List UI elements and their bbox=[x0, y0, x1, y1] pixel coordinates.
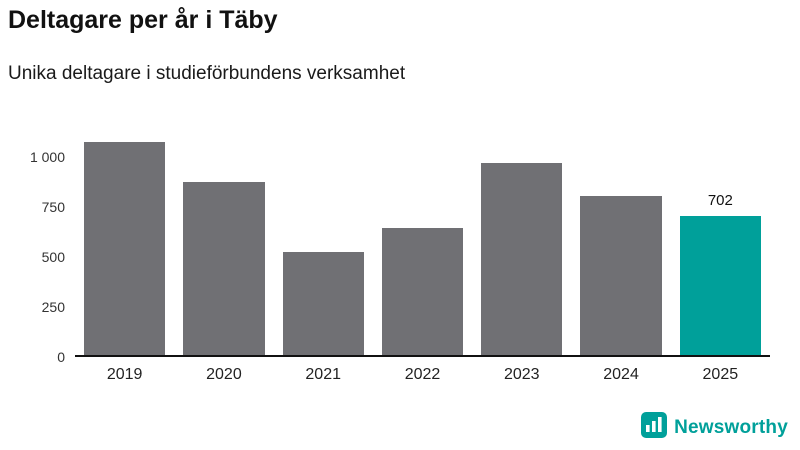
newsworthy-logo[interactable]: Newsworthy bbox=[641, 412, 788, 443]
x-tick-label: 2022 bbox=[404, 366, 441, 383]
bar-2019 bbox=[83, 141, 166, 355]
bar-columns: 702 bbox=[75, 137, 770, 355]
bar-2020 bbox=[183, 181, 265, 355]
x-axis-labels: 2019 2020 2021 2022 2023 2024 2025 bbox=[75, 366, 770, 384]
plot-column: 702 2019 2020 2021 2022 2023 2024 2025 bbox=[75, 137, 770, 384]
x-tick-label: 2025 bbox=[702, 366, 739, 383]
y-tick-label: 500 bbox=[41, 249, 65, 265]
page-title: Deltagare per år i Täby bbox=[8, 6, 278, 34]
bar-column: 702 bbox=[671, 137, 770, 355]
x-tick-label: 2023 bbox=[503, 366, 540, 383]
bar-column bbox=[472, 137, 571, 355]
y-tick-label: 750 bbox=[41, 199, 65, 215]
bar-column bbox=[571, 137, 670, 355]
x-tick-label: 2020 bbox=[206, 366, 242, 383]
y-tick-label: 0 bbox=[57, 349, 65, 365]
bar-chart: 0 250 500 750 1 000 702 2019 2020 2021 2022 2023… bbox=[10, 137, 770, 384]
newsworthy-logo-text: Newsworthy bbox=[674, 416, 788, 438]
bar-value-label: 702 bbox=[707, 191, 733, 209]
bar-2025: 702 bbox=[679, 192, 762, 355]
bar-column bbox=[75, 137, 174, 355]
plot-area: 702 bbox=[75, 137, 770, 357]
y-tick-label: 250 bbox=[41, 299, 65, 315]
page-subtitle: Unika deltagare i studieförbundens verks… bbox=[8, 63, 406, 84]
y-tick-label: 1 000 bbox=[29, 149, 65, 165]
newsworthy-icon bbox=[641, 412, 668, 443]
x-tick-label: 2024 bbox=[603, 366, 639, 383]
y-axis: 0 250 500 750 1 000 bbox=[10, 137, 75, 365]
x-tick-label: 2019 bbox=[106, 366, 143, 383]
x-tick-label: 2021 bbox=[305, 366, 341, 383]
bar-2024 bbox=[580, 196, 662, 355]
bar-2021 bbox=[282, 251, 364, 355]
bar-2023 bbox=[481, 162, 563, 355]
bar-column bbox=[174, 137, 273, 355]
bar-2022 bbox=[381, 228, 464, 355]
bar-column bbox=[373, 137, 472, 355]
bar-column bbox=[274, 137, 373, 355]
